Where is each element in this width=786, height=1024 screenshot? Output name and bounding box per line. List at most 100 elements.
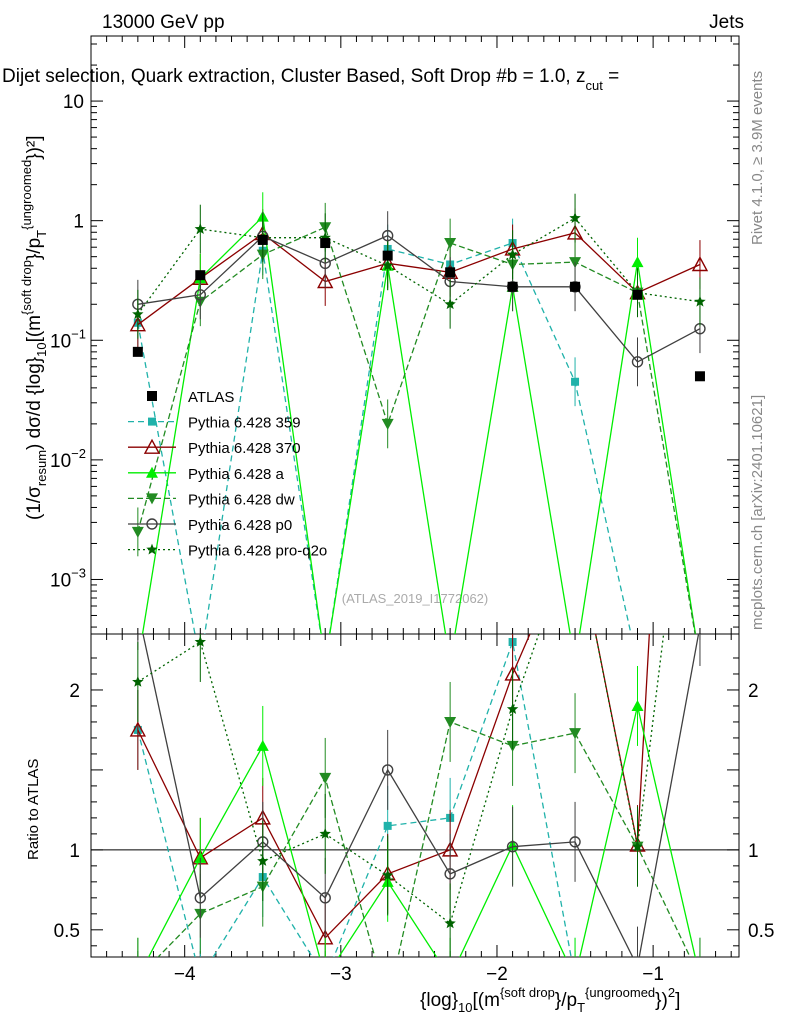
ratio-point-pythia-6-428-a xyxy=(631,699,644,711)
y-tick-label-ratio: 1 xyxy=(69,841,80,862)
point-pythia-6-428-pro-q2o xyxy=(319,231,331,243)
ratio-point-pythia-6-428-359 xyxy=(634,974,642,982)
ratio-point-pythia-6-428-359 xyxy=(321,974,329,982)
point-pythia-6-428-pro-q2o xyxy=(506,248,519,260)
point-pythia-6-428-a xyxy=(319,657,331,668)
ratio-line-pythia-6-428-a xyxy=(147,705,696,957)
point-pythia-6-428-359 xyxy=(634,659,642,667)
legend-marker xyxy=(148,417,156,426)
y-tick-label-main: 10−2 xyxy=(50,446,86,472)
point-pythia-6-428-370 xyxy=(691,256,709,272)
atlas-data-point xyxy=(195,270,206,281)
point-pythia-6-428-a xyxy=(631,256,644,268)
point-pythia-6-428-p0 xyxy=(381,229,394,242)
plot-title: Dijet selection, Quark extraction, Clust… xyxy=(2,66,619,93)
atlas-data-point xyxy=(507,281,518,292)
legend-marker-atlas xyxy=(147,391,157,401)
ratio-point-pythia-6-428-pro-q2o xyxy=(631,840,644,852)
y-tick-label-ratio-right: 0.5 xyxy=(748,921,774,942)
ratio-point-pythia-6-428-p0 xyxy=(444,868,456,880)
y-tick-label-ratio-right: 2 xyxy=(748,681,759,702)
plot-title-tail: = 1.0, z xyxy=(517,66,585,87)
series-line-pythia-6-428-p0 xyxy=(137,234,701,363)
point-pythia-6-428-dw xyxy=(381,418,394,430)
ratio-point-pythia-6-428-dw xyxy=(382,998,394,1009)
x-tick-label: −1 xyxy=(642,964,664,985)
ratio-frame xyxy=(90,633,740,958)
ratio-point-pythia-6-428-pro-q2o xyxy=(132,676,144,687)
y-tick-label-ratio: 2 xyxy=(69,681,80,702)
ratio-point-pythia-6-428-dw xyxy=(319,772,332,784)
x-tick-label: −2 xyxy=(486,964,508,985)
ratio-point-pythia-6-428-359 xyxy=(571,974,579,982)
legend-label: Pythia 6.428 dw xyxy=(188,491,295,508)
ratio-point-pythia-6-428-370 xyxy=(568,523,582,536)
ratio-point-pythia-6-428-p0 xyxy=(133,605,143,615)
ratio-point-pythia-6-428-359 xyxy=(196,974,204,982)
ratio-point-pythia-6-428-p0 xyxy=(633,962,643,972)
legend-marker xyxy=(146,518,158,530)
point-pythia-6-428-dw xyxy=(444,238,457,250)
ratio-point-pythia-6-428-pro-q2o xyxy=(194,636,206,647)
ratio-point-pythia-6-428-p0 xyxy=(506,840,519,853)
y-tick-label-ratio-right: 1 xyxy=(748,841,759,862)
point-pythia-6-428-a xyxy=(569,657,581,668)
ratio-line-pythia-6-428-359 xyxy=(137,639,572,957)
point-pythia-6-428-pro-q2o xyxy=(194,223,206,234)
point-pythia-6-428-a xyxy=(444,657,456,668)
rivet-label: Rivet 4.1.0, ≥ 3.9M events xyxy=(749,71,766,245)
ratio-point-pythia-6-428-p0 xyxy=(194,892,207,904)
point-pythia-6-428-pro-q2o xyxy=(569,212,581,223)
axis-ticks: −4 −3 −2 −1 10 1 10−1 10−2 10−3 2 2 1 1 0.5 0.5 xyxy=(50,36,774,985)
ratio-point-pythia-6-428-370 xyxy=(129,721,147,737)
ratio-point-pythia-6-428-a xyxy=(694,972,706,983)
x-tick-label: −3 xyxy=(330,964,352,985)
ratio-point-pythia-6-428-a xyxy=(444,972,456,983)
series-line-pythia-6-428-370 xyxy=(137,232,701,326)
series-line-pythia-6-428-359 xyxy=(137,242,632,634)
ratio-series-layer xyxy=(129,523,706,1009)
ratio-point-pythia-6-428-pro-q2o xyxy=(382,869,394,881)
ratio-point-pythia-6-428-pro-q2o xyxy=(569,524,581,535)
legend-label: Pythia 6.428 370 xyxy=(188,440,301,457)
ratio-line-pythia-6-428-p0 xyxy=(142,634,700,957)
legend-marker xyxy=(143,438,161,454)
ratio-point-pythia-6-428-a xyxy=(132,972,144,983)
mcplots-label: mcplots.cern.ch [arXiv:2401.10621] xyxy=(749,395,766,630)
ratio-point-pythia-6-428-dw xyxy=(694,973,706,984)
atlas-data-point xyxy=(570,281,581,292)
ratio-point-pythia-6-428-p0 xyxy=(569,836,581,848)
ratio-line-pythia-6-428-dw xyxy=(157,721,691,957)
atlas-data-point xyxy=(632,289,643,300)
legend-label: Pythia 6.428 pro-q2o xyxy=(188,543,327,560)
atlas-data-point xyxy=(320,238,331,249)
y-tick-label-main: 10−1 xyxy=(50,326,86,352)
reference-label: (ATLAS_2019_I1772062) xyxy=(342,591,488,606)
legend-label: Pythia 6.428 a xyxy=(188,466,285,483)
y-tick-label-main: 10 xyxy=(63,92,84,113)
legend-marker xyxy=(146,493,158,505)
y-axis-title-main: (1/σresum) dσ/d {log}10[(m{soft drop}/pT… xyxy=(19,135,49,520)
atlas-data-point xyxy=(445,267,456,278)
point-pythia-6-428-pro-q2o xyxy=(444,298,456,310)
legend-label: ATLAS xyxy=(188,389,234,406)
series-line-pythia-6-428-a xyxy=(141,215,697,634)
point-pythia-6-428-359 xyxy=(321,659,329,667)
point-pythia-6-428-pro-q2o xyxy=(382,259,394,271)
legend-marker xyxy=(146,543,158,555)
ratio-point-pythia-6-428-p0 xyxy=(319,892,331,904)
point-pythia-6-428-p0 xyxy=(631,356,644,368)
legend-label: Pythia 6.428 359 xyxy=(188,415,301,432)
ratio-point-pythia-6-428-pro-q2o xyxy=(257,855,269,866)
x-axis-title: {log}10[(m{soft drop}/pT{ungroomed})2] xyxy=(420,985,680,1015)
x-tick-label: −4 xyxy=(174,964,196,985)
point-pythia-6-428-pro-q2o xyxy=(132,308,144,320)
y-tick-label-main: 10−3 xyxy=(50,565,86,591)
point-pythia-6-428-359 xyxy=(571,377,580,386)
category-label: Jets xyxy=(709,12,744,33)
y-tick-label-main: 1 xyxy=(73,212,84,233)
atlas-data-point xyxy=(694,371,705,382)
point-pythia-6-428-dw xyxy=(131,526,144,538)
point-pythia-6-428-pro-q2o xyxy=(694,295,706,307)
legend-marker xyxy=(146,466,158,478)
